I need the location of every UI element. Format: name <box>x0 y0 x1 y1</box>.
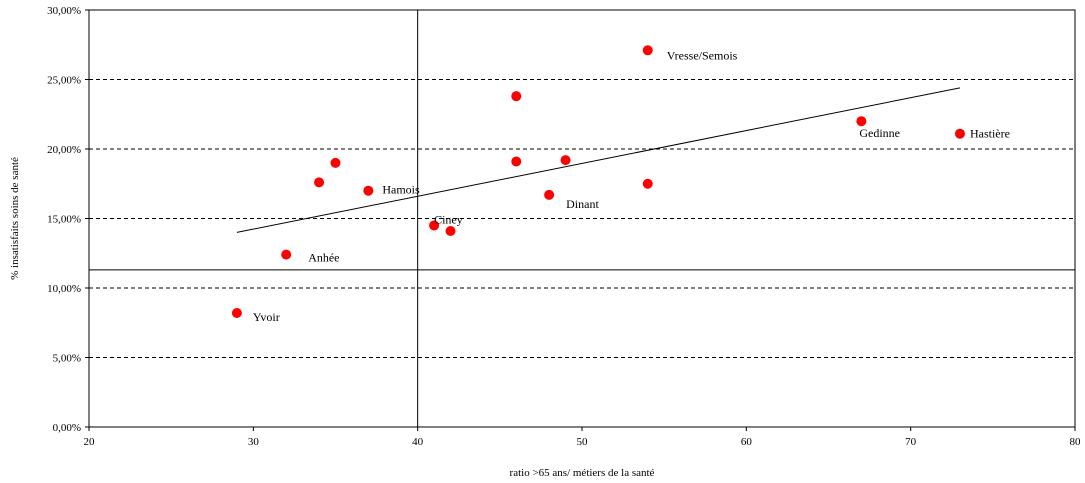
data-point-8 <box>511 156 522 167</box>
data-point-3 <box>330 157 341 168</box>
point-label-0: Yvoir <box>253 310 280 324</box>
trendline-layer <box>236 87 961 233</box>
data-point-4 <box>363 185 374 196</box>
tick-labels-layer: 0,00% 5,00% 10,00% 15,00% 20,00% 25,00% 30,00%… <box>47 5 1081 448</box>
data-point-6 <box>445 226 456 237</box>
data-point-2 <box>314 177 325 188</box>
y-tick-label-4: 20,00% <box>47 144 81 156</box>
data-point-10 <box>560 155 571 166</box>
x-tick-label-6: 80 <box>1070 436 1082 448</box>
y-tick-label-2: 10,00% <box>47 283 81 295</box>
trendline <box>236 87 961 233</box>
point-label-4: Hamois <box>382 183 420 197</box>
y-tick-label-5: 25,00% <box>47 75 81 87</box>
x-tick-label-2: 40 <box>412 436 424 448</box>
point-label-5: Ciney <box>434 212 463 226</box>
point-labels-layer: Yvoir Anhée Hamois Ciney Dinant Vresse/Semois… <box>253 48 1010 324</box>
data-point-9 <box>544 189 555 200</box>
data-point-0 <box>231 308 242 319</box>
point-label-1: Anhée <box>308 251 339 265</box>
y-tick-label-0: 0,00% <box>53 422 81 434</box>
point-label-14: Hastière <box>970 127 1010 141</box>
points-layer <box>231 45 965 319</box>
reference-lines <box>89 10 1075 427</box>
x-axis-title: ratio >65 ans/ métiers de la santé <box>510 467 655 479</box>
data-point-1 <box>281 249 292 260</box>
data-point-5 <box>429 220 440 231</box>
y-tick-label-3: 15,00% <box>47 214 81 226</box>
data-point-14 <box>954 128 965 139</box>
x-tick-label-4: 60 <box>741 436 753 448</box>
data-point-11 <box>642 45 653 56</box>
point-label-11: Vresse/Semois <box>667 48 738 62</box>
data-point-12 <box>642 178 653 189</box>
y-axis-title: % insatisfaits soins de santé <box>9 157 21 280</box>
grid-layer <box>89 79 1075 358</box>
y-tick-label-1: 5,00% <box>53 353 81 365</box>
x-tick-label-1: 30 <box>248 436 260 448</box>
data-point-7 <box>511 91 522 102</box>
x-tick-label-5: 70 <box>905 436 917 448</box>
x-tick-label-0: 20 <box>84 436 96 448</box>
x-tick-label-3: 50 <box>577 436 589 448</box>
y-tick-label-6: 30,00% <box>47 5 81 17</box>
point-label-9: Dinant <box>566 197 599 211</box>
data-point-13 <box>856 116 867 127</box>
point-label-13: Gedinne <box>859 126 900 140</box>
